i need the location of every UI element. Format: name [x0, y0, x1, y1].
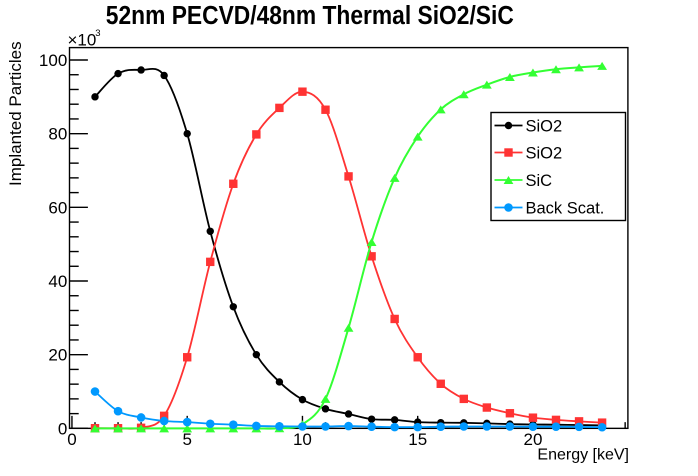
svg-text:SiC: SiC	[526, 172, 553, 190]
svg-text:0: 0	[67, 430, 76, 449]
svg-text:60: 60	[48, 198, 67, 217]
svg-text:20: 20	[48, 346, 67, 365]
svg-text:3: 3	[95, 28, 100, 39]
svg-text:15: 15	[408, 430, 427, 449]
svg-text:52nm PECVD/48nm Thermal SiO2/S: 52nm PECVD/48nm Thermal SiO2/SiC	[106, 2, 514, 30]
svg-text:Back Scat.: Back Scat.	[526, 200, 605, 218]
svg-text:0: 0	[58, 419, 67, 438]
svg-text:Energy [keV]: Energy [keV]	[537, 446, 629, 463]
svg-text:Implanted Particles: Implanted Particles	[6, 41, 25, 186]
svg-text:100: 100	[39, 51, 67, 70]
svg-text:40: 40	[48, 272, 67, 291]
svg-text:80: 80	[48, 125, 67, 144]
svg-text:SiO2: SiO2	[526, 145, 563, 163]
svg-text:×10: ×10	[68, 31, 97, 50]
svg-text:20: 20	[524, 430, 543, 449]
svg-text:SiO2: SiO2	[526, 118, 563, 136]
svg-text:5: 5	[182, 430, 191, 449]
svg-text:10: 10	[293, 430, 312, 449]
